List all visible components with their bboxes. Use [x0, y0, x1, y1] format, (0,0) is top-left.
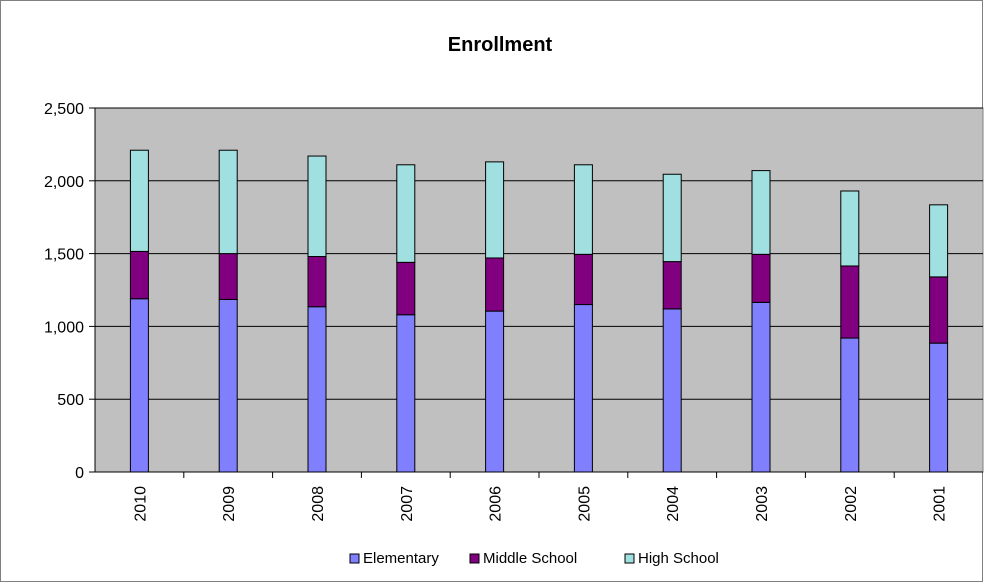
legend-label: High School: [638, 550, 719, 567]
bar-segment-middle-school: [751, 253, 771, 303]
x-tick-label: 2002: [843, 486, 860, 522]
bar-segment-middle-school: [840, 265, 860, 339]
x-tick-label: 2001: [932, 486, 949, 522]
chart-title: Enrollment: [448, 34, 553, 56]
bar-segment-middle-school: [662, 261, 682, 310]
bar-segment-high-school: [929, 204, 949, 278]
bar-segment-high-school: [485, 161, 505, 259]
y-tick-label: 2,000: [44, 174, 84, 191]
bar-segment-elementary: [218, 298, 238, 473]
y-axis: 0 500 1,000 1,500 2,000 2,500: [44, 101, 96, 482]
legend-swatch-middle-school: [469, 553, 480, 564]
bar-segment-elementary: [840, 337, 860, 473]
plot-area: [94, 107, 984, 473]
bar-segment-elementary: [485, 310, 505, 473]
y-tick-label: 500: [57, 392, 84, 409]
bar-segment-middle-school: [129, 250, 149, 300]
bar-segment-high-school: [129, 149, 149, 252]
bar-segment-elementary: [751, 301, 771, 473]
x-tick-label: 2005: [576, 486, 593, 522]
x-tick-label: 2007: [399, 486, 416, 522]
legend-swatch-elementary: [349, 553, 360, 564]
x-tick-label: 2009: [221, 486, 238, 522]
legend-label: Elementary: [363, 550, 439, 567]
bar-segment-middle-school: [307, 256, 327, 308]
bar-segment-high-school: [396, 164, 416, 263]
x-tick-label: 2010: [132, 486, 149, 522]
y-tick-label: 2,500: [44, 101, 84, 118]
bar-segment-high-school: [751, 170, 771, 255]
bar-segment-high-school: [573, 164, 593, 255]
y-tick-label: 1,000: [44, 319, 84, 336]
bar-segment-middle-school: [396, 261, 416, 316]
bar-segment-high-school: [307, 155, 327, 258]
x-tick-label: 2008: [310, 486, 327, 522]
legend-label: Middle School: [483, 550, 577, 567]
y-tick-label: 1,500: [44, 247, 84, 264]
x-axis: 2010 2009 2008 2007 2006 2005 2004 2003 2002 2001: [95, 471, 983, 522]
bar-segment-middle-school: [929, 276, 949, 344]
bar-segment-high-school: [218, 149, 238, 255]
legend-swatch-high-school: [624, 553, 635, 564]
bar-segment-middle-school: [573, 253, 593, 306]
bar-segment-elementary: [307, 306, 327, 473]
grid-lines: [95, 107, 983, 400]
bar-segment-high-school: [662, 173, 682, 263]
bar-segment-elementary: [573, 304, 593, 473]
bar-segment-middle-school: [485, 257, 505, 312]
bar-segment-elementary: [662, 308, 682, 473]
bar-segment-elementary: [396, 314, 416, 473]
x-tick-label: 2004: [665, 486, 682, 522]
bar-segment-elementary: [129, 298, 149, 473]
x-tick-label: 2006: [488, 486, 505, 522]
bar-segment-middle-school: [218, 253, 238, 300]
x-tick-label: 2003: [754, 486, 771, 522]
legend: Elementary Middle School High School: [349, 550, 719, 567]
bars: [129, 149, 949, 473]
bar-segment-high-school: [840, 190, 860, 267]
bar-segment-elementary: [929, 342, 949, 473]
y-tick-label: 0: [75, 465, 84, 482]
